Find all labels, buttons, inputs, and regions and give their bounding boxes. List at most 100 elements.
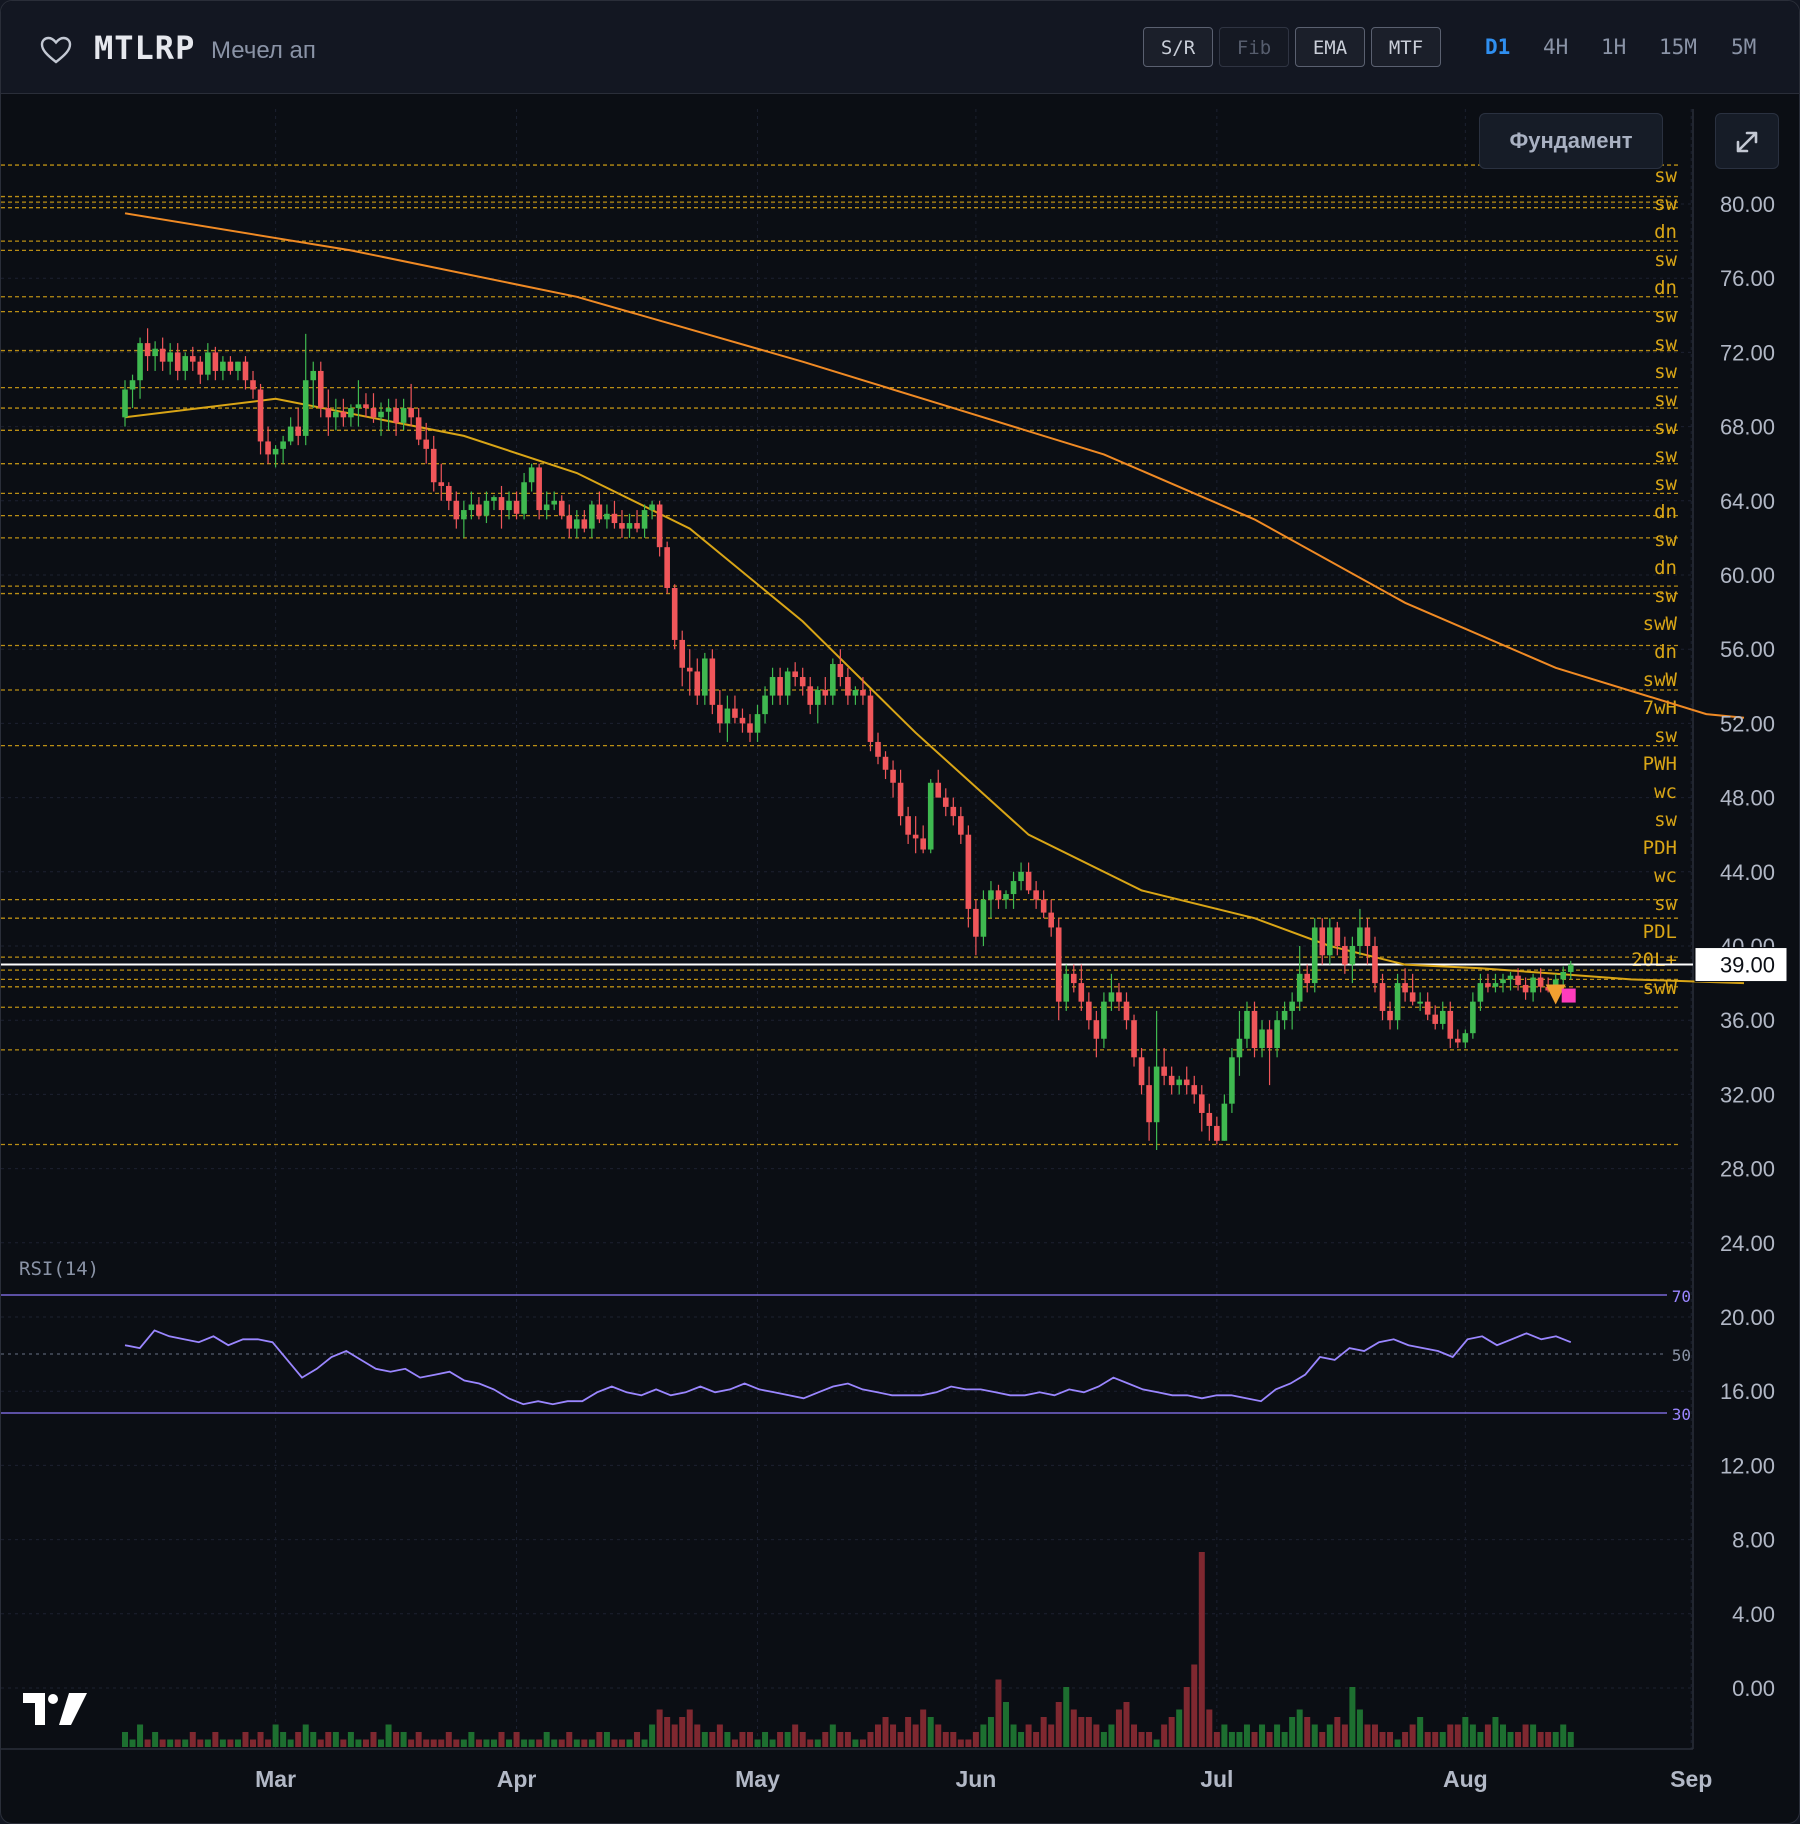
volume-bar [1462, 1717, 1469, 1747]
candle-body [1093, 1020, 1100, 1039]
volume-bar [122, 1732, 128, 1747]
volume-bar [1552, 1732, 1559, 1747]
volume-bar [1198, 1552, 1205, 1747]
expand-button[interactable] [1715, 113, 1779, 169]
candle-body [302, 380, 309, 436]
candle-body [1244, 1010, 1250, 1039]
candle-body [927, 782, 934, 850]
volume-bar [1033, 1732, 1040, 1747]
ticker-symbol: MTLRP [94, 29, 196, 67]
candle-body [634, 523, 640, 529]
volume-bar [528, 1739, 535, 1747]
candle-body [1236, 1038, 1243, 1058]
sr-level-label: sw [1654, 193, 1677, 215]
candles [122, 328, 1576, 1151]
volume-bar [1274, 1724, 1281, 1747]
volume-bar [167, 1739, 174, 1747]
timeframe-4h[interactable]: 4H [1543, 35, 1569, 59]
toggle-sr-button[interactable]: S/R [1143, 27, 1213, 67]
candle-body [724, 708, 731, 724]
volume-bar [875, 1724, 881, 1747]
candle-body [905, 816, 911, 835]
candle-body [1191, 1085, 1198, 1095]
volume-bar [649, 1724, 656, 1747]
candle-body [1394, 983, 1401, 1021]
volume-bar [1507, 1732, 1514, 1747]
candle-body [671, 587, 678, 640]
heart-icon[interactable] [39, 35, 73, 65]
volume-bar [799, 1732, 806, 1747]
volume-bar [859, 1739, 866, 1747]
toggle-ema-button[interactable]: EMA [1295, 27, 1365, 67]
volume-bar [671, 1724, 678, 1747]
volume-bar [1296, 1709, 1303, 1747]
candle-body [596, 504, 603, 520]
volume-bar [1371, 1724, 1378, 1747]
volume-bar [596, 1732, 603, 1747]
candle-body [973, 908, 979, 937]
candle-body [988, 890, 994, 900]
candle-body [1018, 871, 1024, 882]
volume-bar [686, 1709, 693, 1747]
candle-body [1025, 871, 1032, 891]
volume-bar [1349, 1687, 1356, 1747]
candle-body [250, 380, 256, 390]
candle-body [137, 343, 143, 381]
volume-bar [1115, 1709, 1122, 1747]
timeframe-15m[interactable]: 15M [1659, 35, 1697, 59]
volume-bar [1070, 1709, 1077, 1747]
price-tick-label: 64.00 [1720, 489, 1775, 514]
candle-body [1304, 973, 1311, 984]
candle-body [272, 448, 279, 455]
timeframe-d1[interactable]: D1 [1485, 35, 1511, 59]
volume-bar [852, 1739, 859, 1747]
sr-level-label: sw [1654, 417, 1677, 439]
candle-body [1281, 1010, 1288, 1021]
sr-level-label: sw [1654, 809, 1677, 831]
volume-bar [212, 1732, 219, 1747]
volume-bar [1243, 1724, 1250, 1747]
candle-body [174, 352, 181, 371]
candle-body [1470, 1001, 1476, 1034]
candle-body [1522, 984, 1529, 993]
candle-body [1168, 1075, 1175, 1086]
candle-body [958, 816, 964, 835]
volume-bar [174, 1739, 181, 1747]
volume-bar [837, 1732, 844, 1747]
expand-icon [1736, 131, 1758, 153]
fundamental-button[interactable]: Фундамент [1479, 113, 1663, 169]
candle-body [167, 352, 173, 362]
candle-body [197, 361, 204, 375]
toggle-mtf-button[interactable]: MTF [1371, 27, 1441, 67]
sr-level-label: wc [1654, 865, 1677, 887]
volume-bar [777, 1732, 784, 1747]
sr-level-label: sw [1654, 333, 1677, 355]
candle-body [1507, 975, 1514, 980]
volume-bar [197, 1739, 204, 1747]
candle-body [792, 671, 798, 678]
candle-body [227, 361, 234, 371]
volume-bar [746, 1732, 753, 1747]
toggle-fib-button[interactable]: Fib [1219, 27, 1289, 67]
volume-bar [1356, 1709, 1363, 1747]
price-tick-label: 56.00 [1720, 637, 1775, 662]
volume-bar [362, 1739, 369, 1747]
volume-bar [566, 1732, 573, 1747]
candle-body [799, 677, 806, 687]
candle-body [1266, 1029, 1273, 1049]
volume-bar [731, 1739, 738, 1747]
timeframe-5m[interactable]: 5M [1731, 35, 1757, 59]
candle-body [566, 515, 573, 529]
timeframe-1h[interactable]: 1H [1601, 35, 1627, 59]
sr-level-label: dn [1654, 557, 1677, 579]
candle-body [129, 380, 136, 390]
volume-bar [1251, 1732, 1258, 1747]
volume-bar [408, 1739, 415, 1747]
volume-bar [792, 1724, 799, 1747]
volume-bar [558, 1739, 565, 1747]
volume-bar [332, 1732, 339, 1747]
volume-bar [445, 1732, 452, 1747]
sr-level-label: sw [1654, 305, 1677, 327]
volume-bar [280, 1732, 287, 1747]
price-chart[interactable]: sw sw dn sw dn sw sw sw sw sw sw sw dn sw dn sw swW dn swW… [1, 94, 1799, 1823]
